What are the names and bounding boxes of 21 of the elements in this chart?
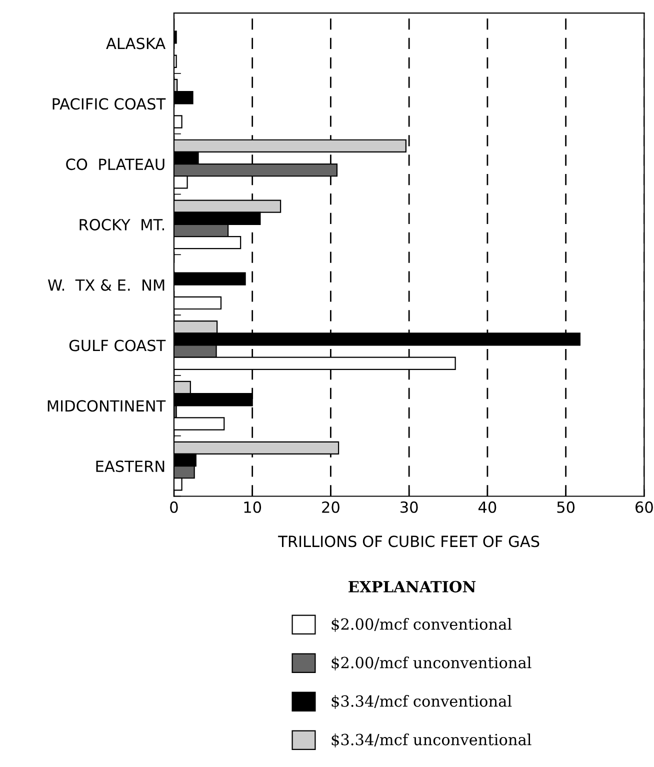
legend-label: $3.34/mcf conventional	[332, 695, 512, 709]
y-tick-label: GULF COAST	[69, 340, 166, 352]
x-tick-label: 40	[478, 501, 496, 513]
y-tick-label: EASTERN	[96, 460, 164, 472]
legend-title: EXPLANATION	[348, 580, 476, 592]
x-tick-label: 0	[170, 501, 178, 513]
x-tick-label: 20	[322, 501, 340, 513]
x-axis-title: TRILLIONS OF CUBIC FEET OF GAS	[278, 536, 540, 548]
y-tick-label: ALASKA	[106, 38, 166, 50]
x-tick-label: 50	[557, 501, 575, 513]
y-tick-label: MIDCONTINENT	[48, 400, 166, 412]
legend-label: $3.34/mcf unconventional	[332, 734, 532, 748]
legend-label: $2.00/mcf conventional	[332, 618, 512, 632]
x-tick-label: 30	[400, 501, 418, 513]
y-tick-label: PACIFIC COAST	[52, 98, 166, 110]
x-tick-label: 10	[244, 501, 262, 513]
x-tick-label: 60	[636, 501, 653, 513]
y-tick-label: CO PLATEAU	[66, 158, 164, 170]
y-tick-label: ROCKY MT.	[80, 218, 164, 230]
y-tick-label: W. TX & E. NM	[48, 279, 164, 291]
legend-label: $2.00/mcf unconventional	[332, 656, 532, 670]
